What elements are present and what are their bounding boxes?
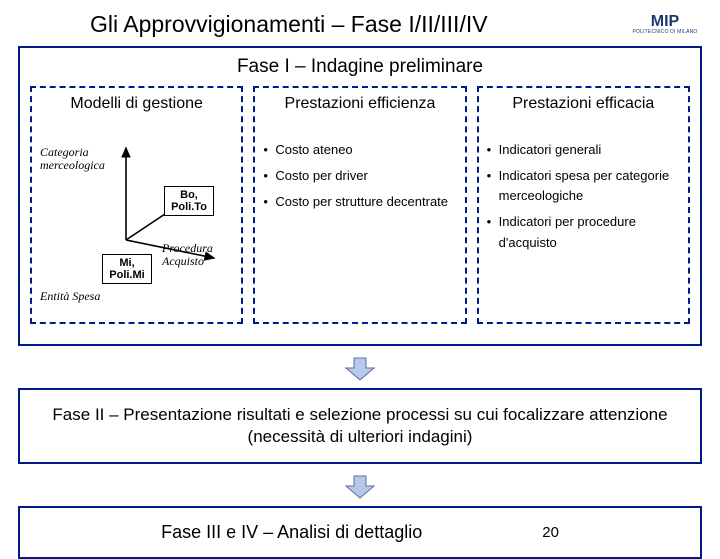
list-item: Indicatori generali — [487, 140, 680, 160]
list-item: Indicatori spesa per categorie merceolog… — [487, 166, 680, 206]
mip-logo: MIP POLITECNICO DI MILANO — [630, 8, 700, 40]
logo-text: MIP — [651, 14, 679, 30]
phase3-text: Fase III e IV – Analisi di dettaglio — [161, 522, 422, 543]
z-axis-box: Bo, Poli.To — [164, 186, 214, 216]
x-axis-caption: Procedura Acquisto — [162, 242, 232, 267]
efficacia-list: Indicatori generali Indicatori spesa per… — [487, 140, 680, 259]
x-axis-box: Mi, Poli.Mi — [102, 254, 152, 284]
phase1-columns: Modelli di gestione Categoria merceologi… — [30, 86, 690, 324]
axes-diagram: Categoria merceologica Bo, Poli.To — [40, 140, 233, 316]
panel-modelli: Modelli di gestione Categoria merceologi… — [30, 86, 243, 324]
panel-efficienza: Prestazioni efficienza Costo ateneo Cost… — [253, 86, 466, 324]
logo-sub: POLITECNICO DI MILANO — [632, 30, 697, 35]
list-item: Costo per strutture decentrate — [263, 192, 456, 212]
panel-efficacia: Prestazioni efficacia Indicatori general… — [477, 86, 690, 324]
list-item: Costo ateneo — [263, 140, 456, 160]
phase1-frame: Fase I – Indagine preliminare Modelli di… — [18, 46, 702, 346]
efficienza-list: Costo ateneo Costo per driver Costo per … — [263, 140, 456, 218]
panel-efficienza-title: Prestazioni efficienza — [263, 94, 456, 134]
panel-efficacia-title: Prestazioni efficacia — [487, 94, 680, 134]
panel-modelli-title: Modelli di gestione — [40, 94, 233, 134]
bottom-label: Entità Spesa — [40, 290, 100, 303]
list-item: Costo per driver — [263, 166, 456, 186]
list-item: Indicatori per procedure d'acquisto — [487, 212, 680, 252]
page-number: 20 — [542, 524, 559, 541]
page-title: Gli Approvvigionamenti – Fase I/II/III/I… — [90, 11, 488, 38]
header: Gli Approvvigionamenti – Fase I/II/III/I… — [0, 0, 720, 46]
down-arrow-icon — [340, 474, 380, 500]
phase3-frame: Fase III e IV – Analisi di dettaglio 20 — [18, 506, 702, 559]
phase1-heading: Fase I – Indagine preliminare — [30, 56, 690, 78]
down-arrow-icon — [340, 356, 380, 382]
phase2-text: Fase II – Presentazione risultati e sele… — [40, 404, 680, 448]
phase2-frame: Fase II – Presentazione risultati e sele… — [18, 388, 702, 464]
